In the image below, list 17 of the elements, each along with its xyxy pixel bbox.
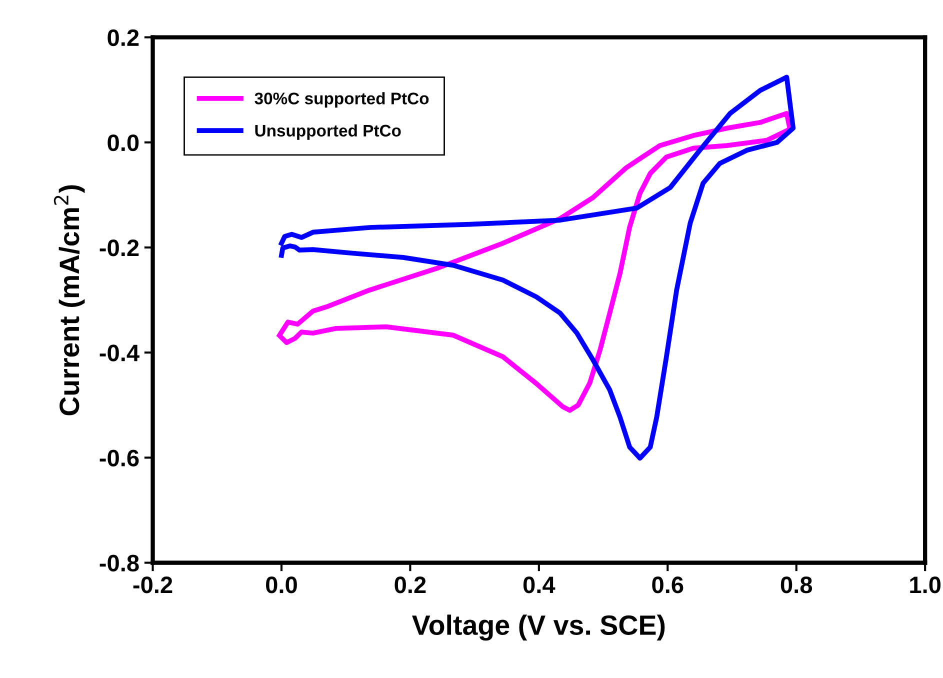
x-tick-label: -0.2 — [133, 576, 172, 594]
y-tick-label: -0.2 — [100, 240, 139, 256]
y-tick-label: 0.2 — [108, 29, 139, 46]
x-tick-label: 1.0 — [910, 576, 941, 594]
y-tick-label: -0.8 — [100, 554, 139, 572]
legend-label: 30%C supported PtCo — [254, 92, 429, 108]
x-axis-title: Voltage (V vs. SCE) — [412, 614, 665, 641]
legend-label: Unsupported PtCo — [255, 124, 401, 140]
x-tick-label: 0.0 — [266, 576, 297, 594]
x-tick-label: 0.6 — [652, 576, 684, 594]
y-tick-label: -0.4 — [100, 344, 140, 362]
y-tick-label: 0.0 — [108, 134, 139, 152]
y-axis-title: Current (mA/cm$^{2}$) — [54, 185, 85, 416]
x-tick-label: 0.8 — [780, 576, 812, 594]
x-tick-label: 0.4 — [523, 576, 556, 594]
x-tick-label: 0.2 — [394, 576, 426, 594]
y-tick-label: -0.6 — [100, 450, 139, 466]
